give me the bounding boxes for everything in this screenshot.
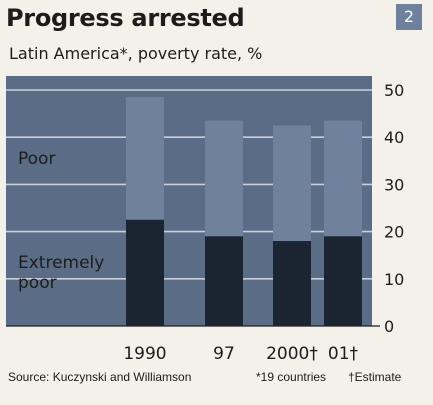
chart-number-badge: 2 xyxy=(396,4,422,30)
bar-extremely-poor xyxy=(273,241,311,326)
y-tick-label: 30 xyxy=(384,175,404,194)
chart-subtitle: Latin America*, poverty rate, % xyxy=(9,44,263,63)
chart-title: Progress arrested xyxy=(6,4,245,32)
bar-extremely-poor xyxy=(324,236,362,326)
legend-extremely-poor-line2: poor xyxy=(18,273,57,293)
y-tick-label: 50 xyxy=(384,81,404,100)
estimate-footnote: †Estimate xyxy=(348,370,402,384)
y-tick-label: 0 xyxy=(384,317,394,336)
legend-extremely-poor-line1: Extremely xyxy=(18,253,104,273)
bar-poor xyxy=(126,97,164,220)
x-axis-labels: 1990 97 2000† 01† xyxy=(123,344,358,364)
countries-footnote: *19 countries xyxy=(256,370,327,384)
x-tick-label: 1990 xyxy=(123,344,166,364)
legend-poor: Poor xyxy=(18,149,55,169)
y-tick-label: 20 xyxy=(384,223,404,242)
source-note: Source: Kuczynski and Williamson xyxy=(8,370,192,384)
y-axis-ticks: 0 10 20 30 40 50 xyxy=(384,81,404,336)
y-tick-label: 10 xyxy=(384,270,404,289)
bars xyxy=(126,97,362,326)
y-tick-label: 40 xyxy=(384,128,404,147)
bar-poor xyxy=(324,120,362,237)
x-tick-label: 01† xyxy=(328,344,359,364)
bar-extremely-poor xyxy=(205,236,243,326)
inline-legend: Poor Extremely poor xyxy=(18,149,104,293)
plot-area xyxy=(6,76,372,326)
bar-poor xyxy=(273,125,311,242)
bar-poor xyxy=(205,120,243,237)
x-tick-label: 97 xyxy=(213,344,235,364)
bar-extremely-poor xyxy=(126,219,164,326)
x-tick-label: 2000† xyxy=(266,344,318,364)
